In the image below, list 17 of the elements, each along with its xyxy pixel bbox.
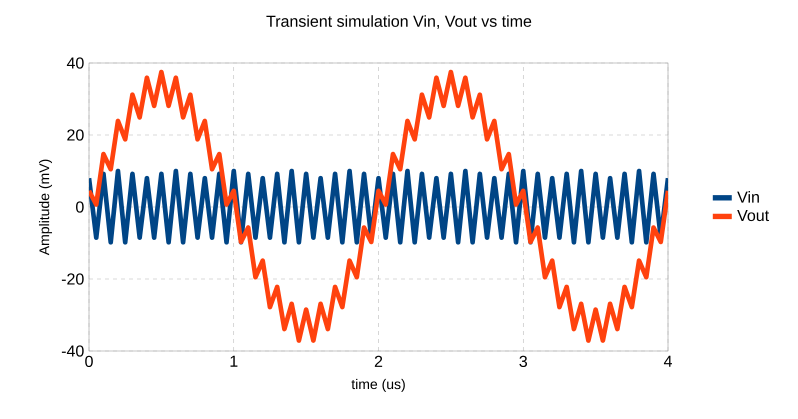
- y-tick-label: 40: [66, 57, 84, 69]
- y-tick-label: 20: [67, 129, 84, 141]
- line-series: [89, 168, 668, 245]
- line-series: [89, 70, 668, 343]
- x-tick-label: 0: [85, 356, 93, 368]
- y-tick-label: -40: [62, 345, 84, 357]
- legend-label: Vin: [737, 191, 759, 203]
- y-tick-label: -20: [62, 273, 84, 285]
- y-axis-title: Amplitude (mV): [38, 160, 52, 256]
- chart-title: Transient simulation Vin, Vout vs time: [266, 15, 532, 29]
- legend-label: Vout: [737, 210, 770, 222]
- x-tick-label: 4: [664, 356, 672, 367]
- y-tick-label: 0: [76, 201, 84, 213]
- x-tick-label: 1: [230, 356, 238, 367]
- x-tick-label: 2: [374, 356, 382, 367]
- x-tick-label: 3: [519, 356, 527, 368]
- x-axis-title: time (us): [351, 378, 405, 392]
